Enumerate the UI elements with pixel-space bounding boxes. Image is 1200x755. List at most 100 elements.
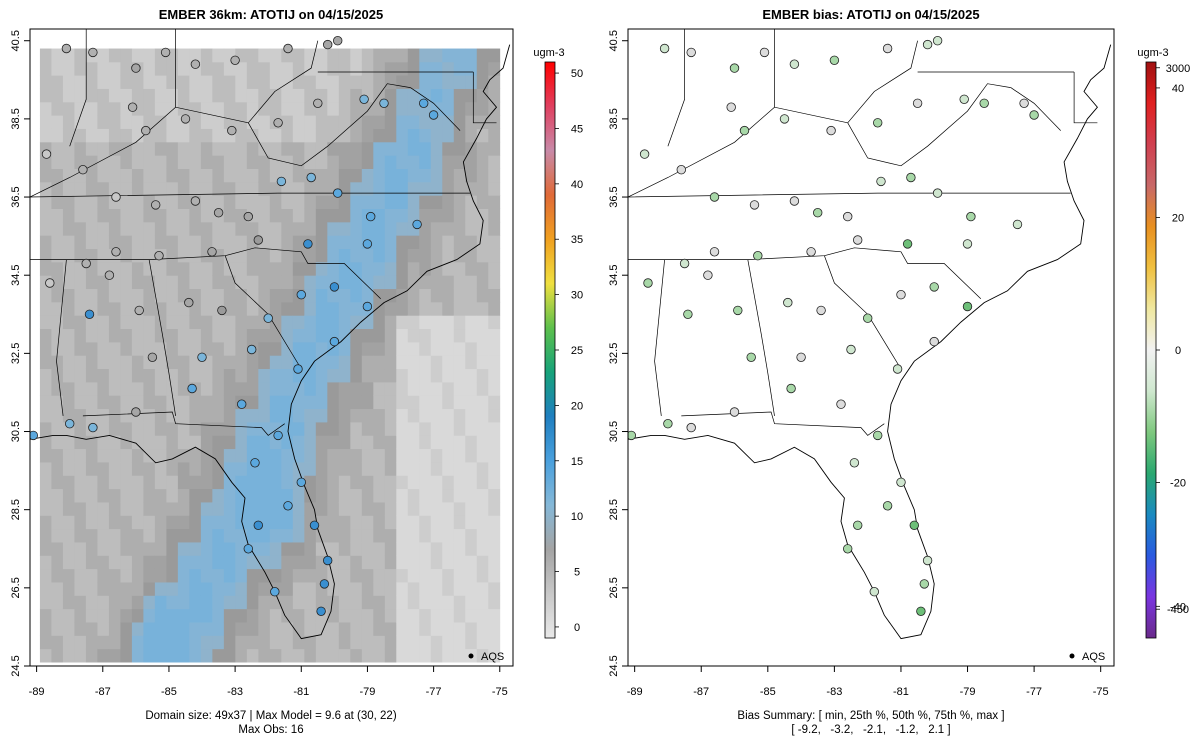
grid-cell (327, 395, 340, 410)
grid-cell (430, 408, 443, 423)
grid-cell (74, 488, 87, 503)
grid-cell (189, 235, 202, 250)
grid-cell (488, 395, 501, 410)
grid-cell (350, 622, 363, 636)
grid-cell (292, 595, 305, 610)
grid-cell (465, 101, 478, 116)
grid-cell (419, 275, 432, 290)
grid-cell (384, 61, 397, 76)
grid-cell (108, 608, 121, 623)
grid-cell (200, 475, 213, 490)
grid-cell (62, 595, 75, 610)
grid-cell (200, 75, 213, 89)
grid-cell (39, 568, 52, 583)
grid-cell (97, 435, 110, 450)
grid-cell (281, 208, 294, 223)
grid-cell (51, 422, 64, 436)
grid-cell (350, 368, 363, 383)
grid-cell (177, 528, 190, 543)
grid-cell (246, 48, 259, 63)
grid-cell (384, 475, 397, 490)
grid-cell (166, 448, 179, 463)
grid-cell (189, 395, 202, 410)
grid-cell (177, 88, 190, 103)
obs-point (419, 98, 429, 109)
grid-cell (396, 502, 409, 516)
grid-cell (361, 648, 374, 663)
grid-cell (373, 141, 386, 156)
grid-cell (292, 608, 305, 623)
grid-cell (154, 128, 167, 143)
grid-cell (235, 408, 248, 423)
grid-cell (442, 341, 455, 356)
grid-cell (338, 475, 351, 490)
grid-cell (108, 168, 121, 183)
grid-cell (120, 502, 133, 516)
obs-point (359, 94, 369, 105)
grid-cell (292, 502, 305, 516)
obs-point (190, 59, 201, 69)
grid-cell (304, 101, 317, 116)
grid-cell (304, 315, 317, 330)
bias-point (896, 477, 906, 488)
grid-cell (154, 368, 167, 383)
grid-cell (246, 195, 259, 209)
grid-cell (442, 61, 455, 76)
grid-cell (488, 582, 501, 596)
bias-point (962, 301, 973, 312)
grid-cell (476, 288, 489, 303)
grid-cell (120, 61, 133, 76)
grid-cell (350, 381, 363, 396)
grid-cell (384, 448, 397, 463)
grid-cell (62, 168, 75, 183)
y-tick-label: 26.5 (608, 577, 620, 598)
grid-cell (108, 328, 121, 343)
grid-cell (361, 462, 374, 476)
grid-cell (338, 155, 351, 169)
grid-cell (304, 595, 317, 610)
grid-cell (419, 635, 432, 650)
grid-cell (350, 155, 363, 169)
grid-cell (430, 155, 443, 169)
grid-cell (108, 195, 121, 209)
grid-cell (361, 101, 374, 116)
grid-cell (143, 528, 156, 543)
grid-cell (154, 648, 167, 663)
grid-cell (476, 221, 489, 236)
grid-cell (212, 101, 225, 116)
grid-cell (177, 141, 190, 156)
grid-cell (430, 261, 443, 276)
grid-cell (200, 515, 213, 530)
grid-cell (488, 648, 501, 663)
grid-cell (235, 622, 248, 636)
grid-cell (177, 422, 190, 436)
grid-cell (396, 395, 409, 410)
grid-cell (200, 235, 213, 250)
grid-cell (407, 341, 420, 356)
grid-cell (281, 635, 294, 650)
grid-cell (350, 542, 363, 556)
grid-cell (108, 101, 121, 116)
grid-cell (292, 582, 305, 596)
obs-point (283, 501, 293, 511)
grid-cell (200, 448, 213, 463)
grid-cell (143, 115, 156, 129)
grid-cell (373, 261, 386, 276)
grid-cell (373, 315, 386, 330)
grid-cell (292, 542, 305, 556)
grid-cell (200, 555, 213, 570)
grid-cell (407, 542, 420, 556)
grid-cell (166, 328, 179, 343)
grid-cell (338, 328, 351, 343)
grid-cell (442, 195, 455, 209)
grid-cell (327, 88, 340, 103)
grid-cell (350, 168, 363, 183)
obs-point (309, 520, 320, 531)
grid-cell (258, 261, 271, 276)
grid-cell (97, 168, 110, 183)
grid-cell (108, 128, 121, 143)
grid-cell (177, 261, 190, 276)
grid-cell (120, 288, 133, 303)
grid-cell (177, 328, 190, 343)
grid-cell (212, 582, 225, 596)
